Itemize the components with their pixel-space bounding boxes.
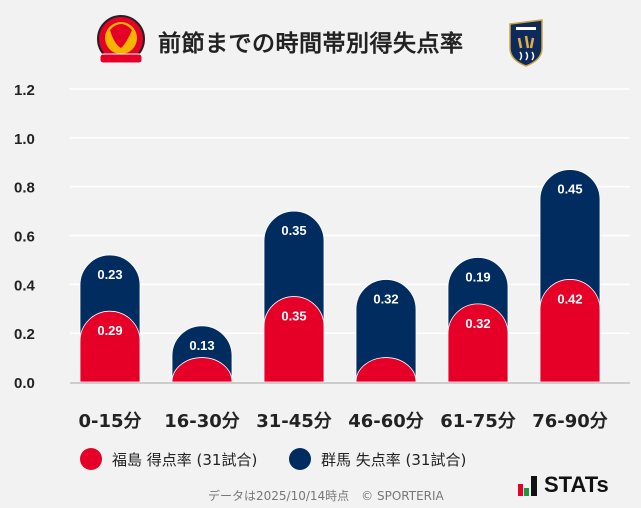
bar-fukushima-scored — [171, 357, 233, 383]
bar-value-label: 0.45 — [557, 182, 582, 197]
fukushima-logo — [96, 14, 146, 74]
bar-fukushima-scored — [447, 303, 509, 383]
legend-label: 群馬 失点率 (31試合) — [321, 450, 467, 469]
legend-swatch-navy — [289, 448, 311, 470]
stats-brand: STATs — [518, 474, 609, 496]
y-tick-label: 0.8 — [14, 180, 35, 197]
bar-value-label: 0.23 — [97, 267, 122, 282]
legend-item-gunma: 群馬 失点率 (31試合) — [289, 448, 466, 470]
bar-fukushima-scored — [539, 279, 601, 383]
bar-value-label: 0.13 — [189, 338, 214, 353]
bar-value-label: 0.29 — [97, 323, 122, 338]
x-category-label: 76-90分 — [532, 411, 608, 432]
y-tick-label: 1.2 — [14, 82, 35, 99]
page-title: 前節までの時間帯別得失点率 — [158, 31, 464, 57]
y-tick-label: 0.4 — [14, 277, 36, 294]
gunma-logo — [508, 18, 544, 72]
bar-fukushima-scored — [355, 357, 417, 383]
stats-label: STATs — [544, 472, 609, 497]
bar-value-label: 0.35 — [281, 223, 306, 238]
x-category-label: 46-60分 — [348, 411, 424, 432]
y-tick-label: 1.0 — [14, 131, 35, 148]
bar-value-label: 0.42 — [557, 291, 582, 306]
bar-fukushima-scored — [79, 310, 141, 383]
stacked-bar-chart: 0.0 0.2 0.4 0.6 0.8 1.0 1.2 0.23 0.29 0-15分 0.13 16… — [14, 82, 630, 432]
stats-logo-icon — [518, 476, 537, 496]
x-category-label: 31-45分 — [256, 411, 332, 432]
bar-value-label: 0.19 — [465, 269, 490, 284]
legend-swatch-red — [80, 448, 102, 470]
y-tick-label: 0.0 — [14, 375, 35, 392]
y-tick-label: 0.2 — [14, 326, 35, 343]
footer-note: データは2025/10/14時点 © SPORTERIA — [208, 489, 444, 503]
y-tick-label: 0.6 — [14, 229, 35, 246]
bar-value-label: 0.32 — [465, 316, 490, 331]
x-category-label: 61-75分 — [440, 411, 516, 432]
x-category-label: 16-30分 — [164, 411, 240, 432]
x-category-label: 0-15分 — [78, 411, 141, 432]
legend-label: 福島 得点率 (31試合) — [112, 450, 258, 469]
bar-gunma-conceded — [355, 279, 417, 383]
bar-value-label: 0.35 — [281, 309, 306, 324]
bar-fukushima-scored — [263, 296, 325, 383]
bar-value-label: 0.32 — [373, 291, 398, 306]
legend-item-fukushima: 福島 得点率 (31試合) — [80, 448, 257, 470]
